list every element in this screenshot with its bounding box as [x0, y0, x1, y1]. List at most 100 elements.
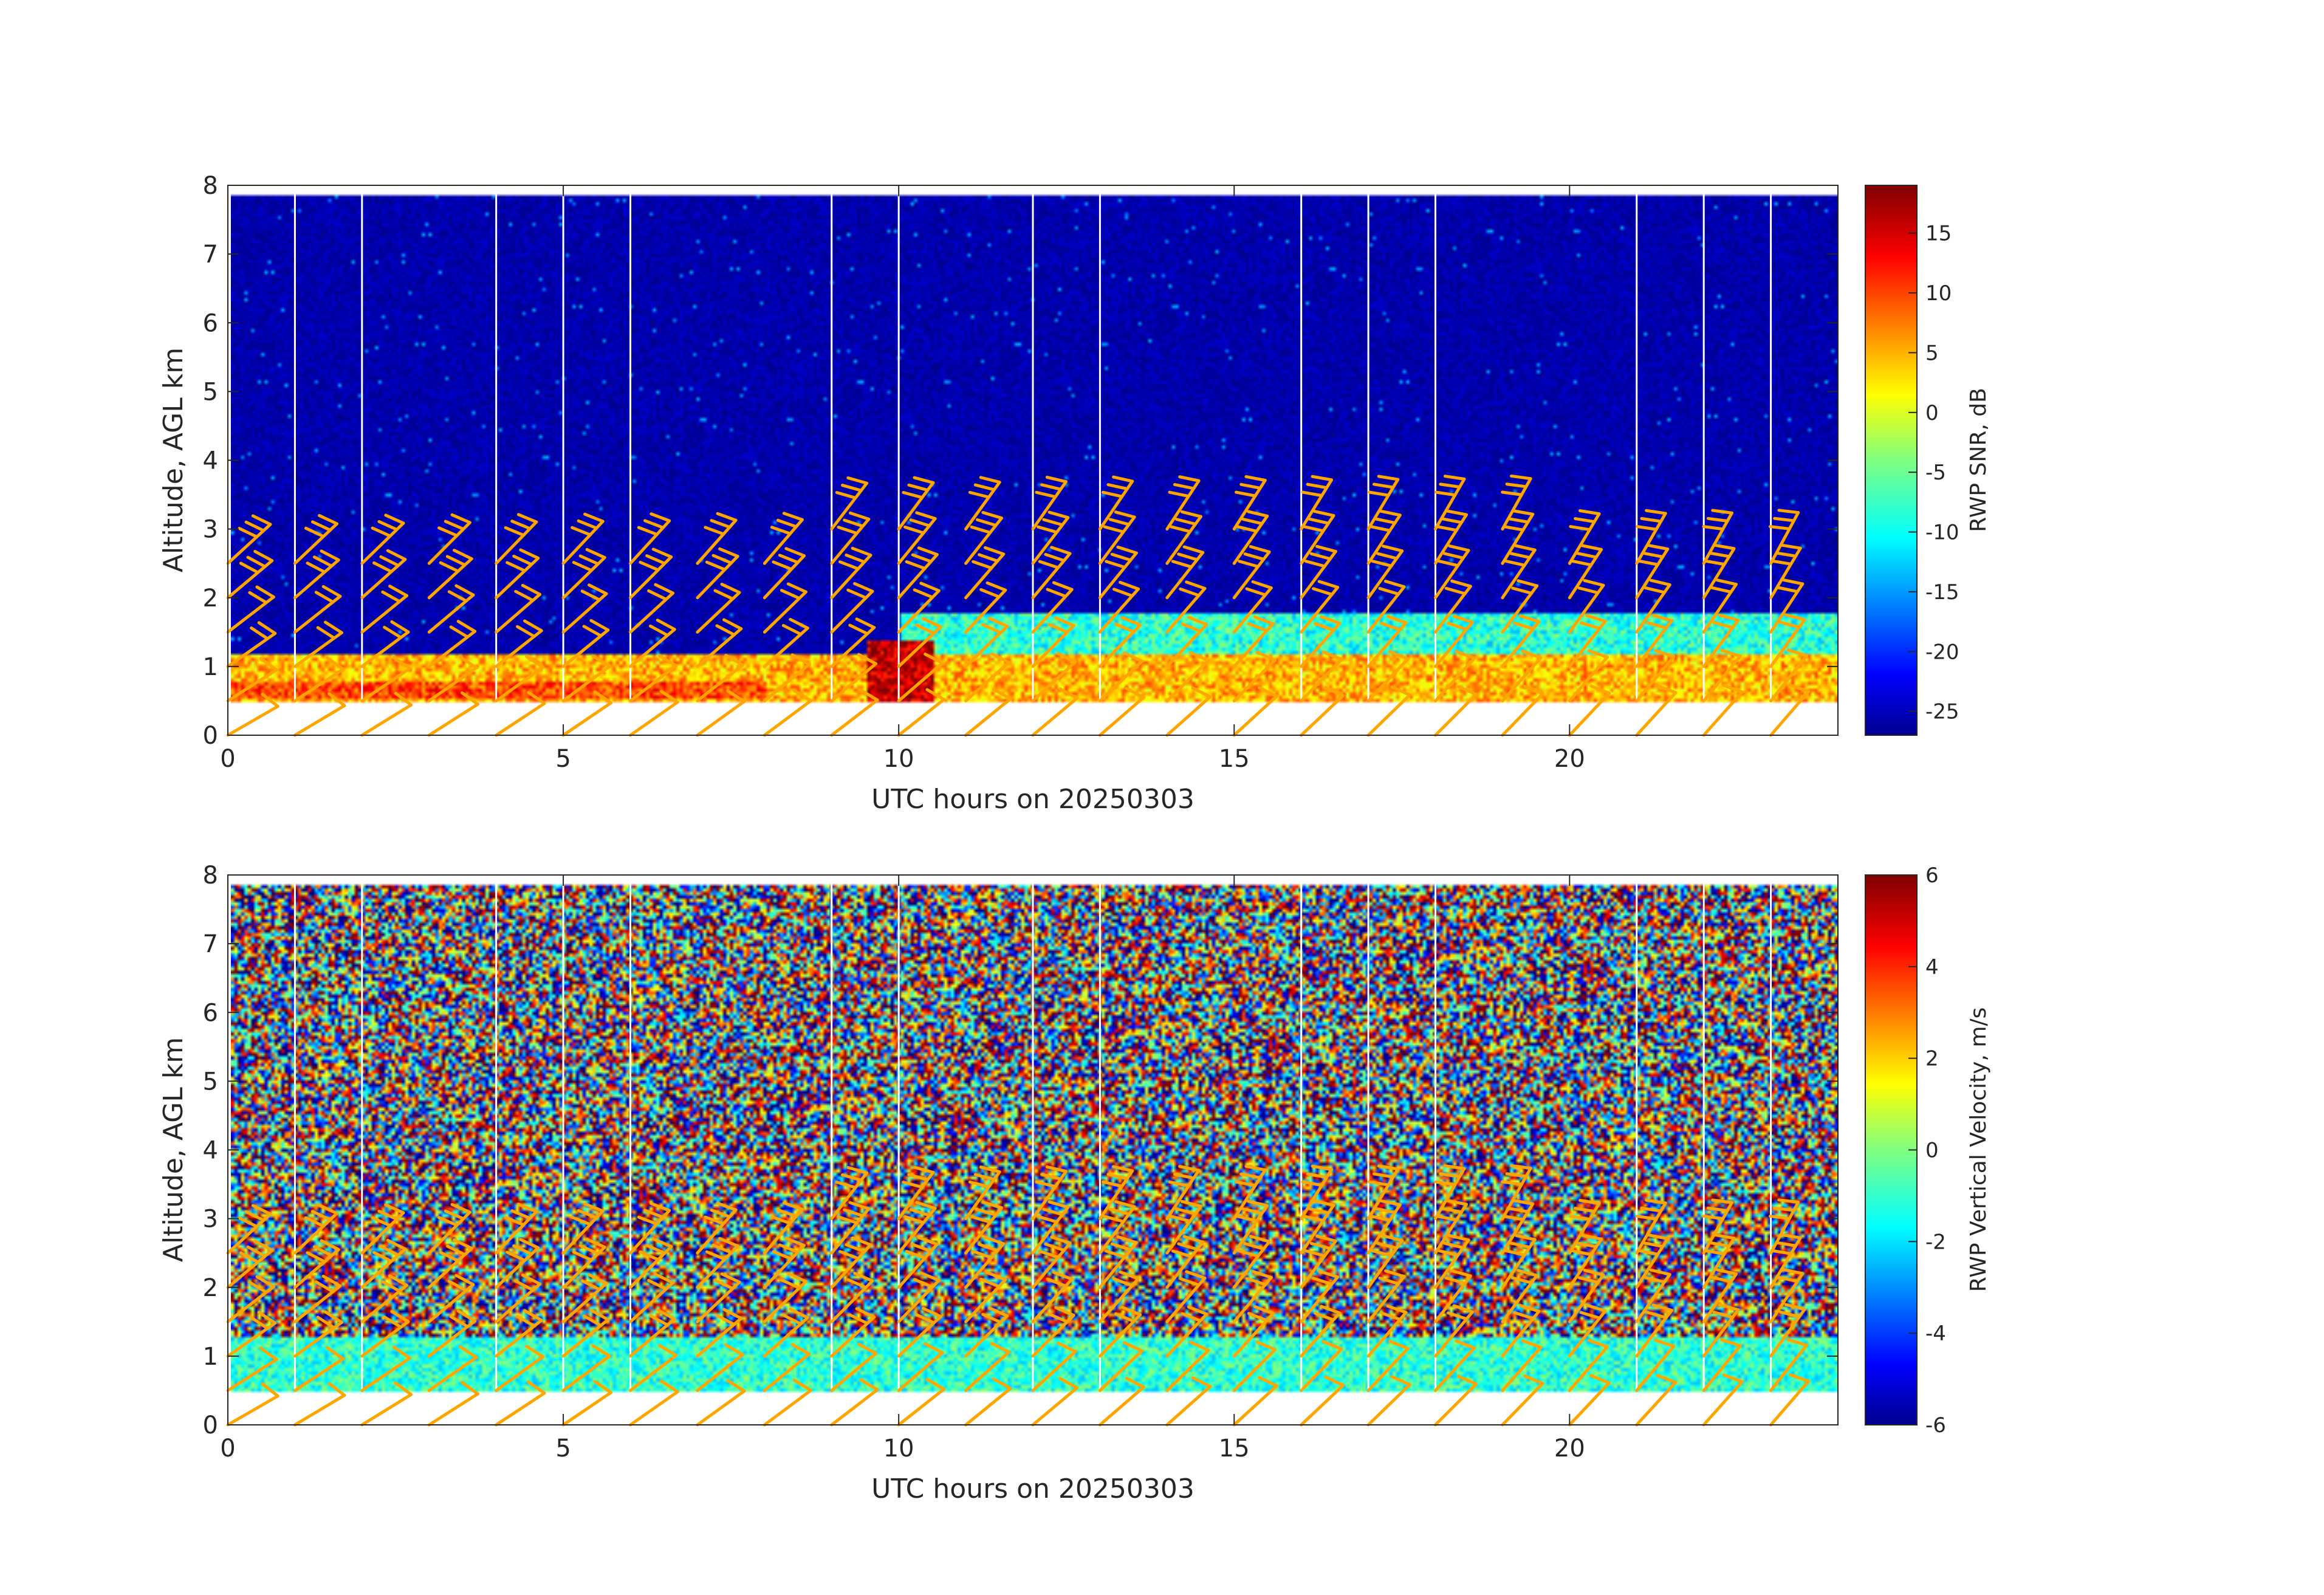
wind-barb — [427, 1309, 477, 1358]
wind-barb — [495, 1309, 543, 1358]
wind-barb — [1232, 615, 1275, 668]
wind-barb — [897, 581, 941, 634]
wind-barb — [427, 1202, 471, 1255]
wind-barb — [1031, 1165, 1068, 1221]
wind-barb — [1165, 1340, 1210, 1392]
wind-barb — [1434, 1199, 1469, 1255]
wind-barb — [897, 617, 942, 668]
wind-barb — [1635, 1198, 1667, 1255]
wind-barb — [1434, 544, 1470, 600]
x-tick-label: 0 — [220, 1435, 235, 1463]
wind-barb — [1098, 1165, 1134, 1221]
wind-barb — [1300, 1234, 1337, 1289]
wind-barb — [226, 657, 278, 702]
wind-barb — [1031, 1306, 1075, 1358]
wind-barb — [293, 513, 339, 565]
wind-barb — [1232, 1164, 1267, 1221]
wind-barb — [629, 1202, 671, 1255]
wind-barb — [763, 688, 813, 737]
y-tick-label: 0 — [203, 722, 218, 750]
wind-barb — [293, 656, 345, 702]
wind-barb — [561, 654, 611, 702]
top-x-ticks: 0 5 10 15 20 — [220, 185, 1585, 773]
wind-barb — [1366, 544, 1404, 600]
wind-barb — [964, 1165, 1001, 1221]
wind-barb — [897, 1165, 935, 1221]
wind-barb — [1702, 1373, 1744, 1427]
wind-barb — [1366, 1164, 1400, 1221]
top-snr-heatmap — [231, 188, 1838, 736]
wind-barb — [293, 1274, 342, 1323]
y-tick-label: 7 — [203, 241, 218, 269]
wind-barb — [1165, 1270, 1207, 1323]
wind-barb — [1702, 1233, 1736, 1289]
wind-barb — [226, 585, 275, 634]
wind-barb — [1366, 685, 1411, 737]
wind-barb — [763, 582, 807, 634]
wind-barb — [293, 1382, 346, 1427]
wind-barb — [226, 693, 279, 737]
wind-barb — [1568, 614, 1607, 668]
wind-barb — [830, 476, 869, 531]
wind-barb — [360, 656, 411, 702]
wind-barb — [1501, 1199, 1535, 1255]
wind-barb — [696, 1308, 743, 1358]
wind-barb — [1434, 475, 1466, 531]
wind-barb — [830, 1236, 872, 1289]
wind-barb — [964, 1200, 1004, 1255]
wind-barb — [1366, 1199, 1402, 1255]
wind-barb — [1568, 1268, 1605, 1323]
wind-barb — [1366, 650, 1410, 702]
x-tick-label: 15 — [1219, 1435, 1250, 1463]
bottom-wind-barbs — [226, 1164, 1811, 1427]
wind-barb — [1165, 1165, 1201, 1221]
wind-barb — [1501, 685, 1544, 737]
wind-barb — [561, 583, 608, 634]
wind-barb — [1300, 1340, 1343, 1392]
wind-barb — [1300, 685, 1345, 737]
x-tick-label: 5 — [555, 745, 571, 773]
x-tick-label: 15 — [1219, 745, 1250, 773]
wind-barb — [763, 1343, 811, 1392]
x-tick-label: 10 — [883, 745, 914, 773]
wind-barb — [897, 1306, 942, 1358]
wind-barb — [964, 1342, 1011, 1392]
wind-barb — [1702, 1268, 1738, 1323]
wind-barb — [360, 513, 405, 565]
y-tick-label: 8 — [203, 862, 218, 890]
wind-barb — [293, 1346, 345, 1392]
wind-barb — [1568, 684, 1611, 737]
wind-barb — [830, 688, 879, 737]
wind-barb — [495, 583, 542, 634]
wind-barb — [629, 547, 673, 600]
colorbar-tick-label: 5 — [1925, 341, 1939, 365]
y-tick-label: 0 — [203, 1411, 218, 1439]
wind-barb — [1300, 580, 1340, 634]
wind-barb — [1098, 580, 1140, 634]
bottom-velocity-heatmap — [231, 878, 1838, 1426]
wind-barb — [1568, 649, 1609, 702]
wind-barb — [1434, 1339, 1476, 1392]
wind-barb — [1165, 580, 1207, 634]
x-tick-label: 10 — [883, 1435, 914, 1463]
wind-barb — [629, 619, 676, 668]
y-tick-label: 6 — [203, 309, 218, 337]
wind-barb — [1232, 510, 1269, 565]
top-plot-area — [226, 185, 1838, 737]
wind-barb — [1635, 684, 1678, 737]
wind-barb — [696, 1272, 741, 1323]
wind-barb — [1300, 1305, 1342, 1358]
wind-barb — [1635, 1233, 1670, 1289]
colorbar-tick-label: -10 — [1925, 521, 1959, 545]
wind-barb — [1568, 509, 1601, 565]
y-tick-label: 3 — [203, 516, 218, 544]
wind-barb — [1232, 1235, 1271, 1289]
colorbar-tick-label: 10 — [1925, 281, 1952, 306]
wind-barb — [1501, 1339, 1543, 1392]
wind-barb — [696, 689, 746, 737]
wind-barb — [495, 1273, 542, 1323]
wind-barb — [1098, 1305, 1142, 1358]
wind-barb — [1366, 509, 1402, 565]
wind-barb — [1300, 1199, 1335, 1255]
